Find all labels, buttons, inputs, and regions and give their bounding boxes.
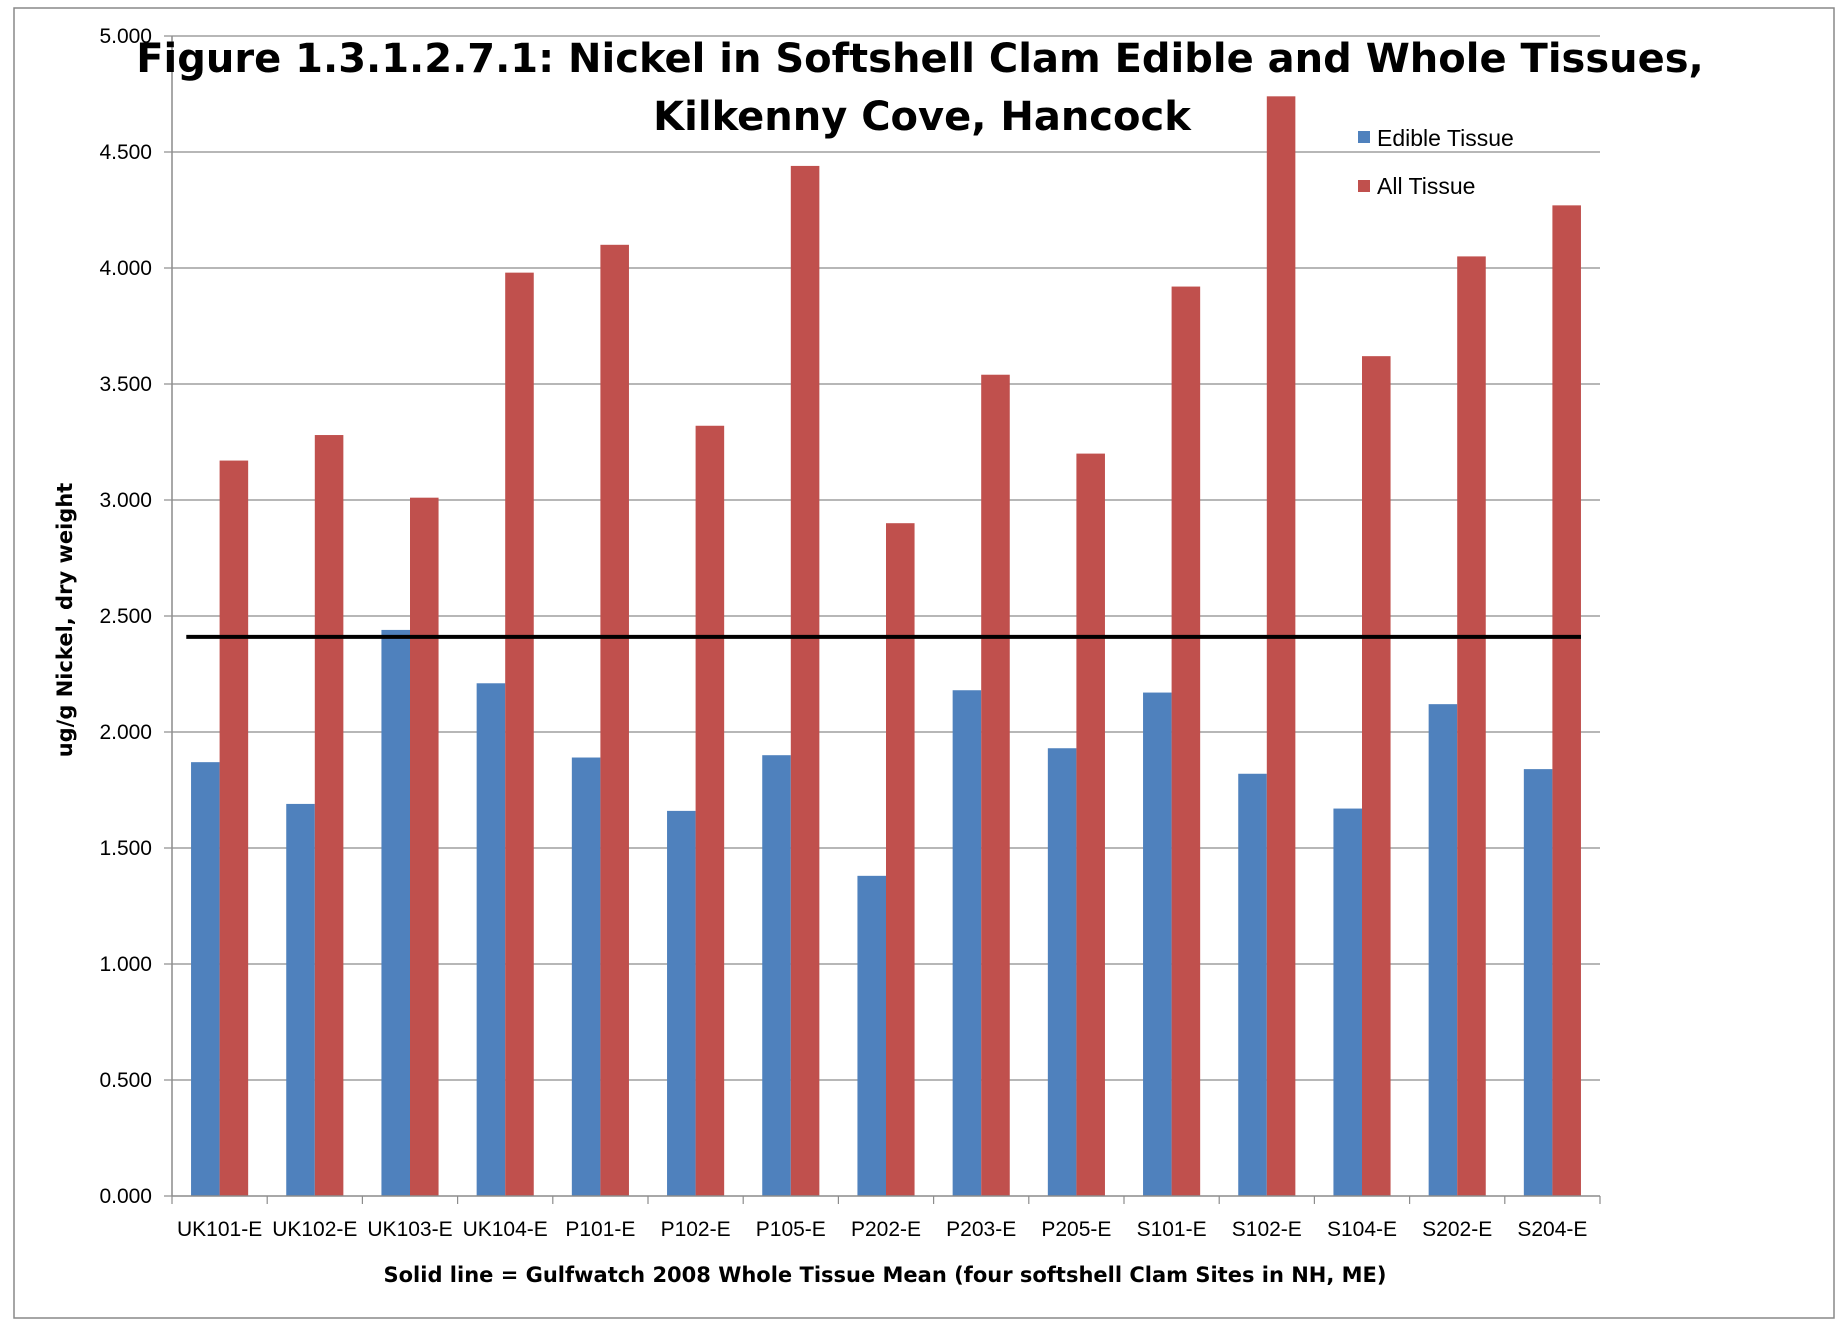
bar-all-tissue-uk104-e xyxy=(505,272,534,1196)
x-tick-label-p105-e: P105-E xyxy=(756,1218,826,1241)
x-tick-label-s204-e: S204-E xyxy=(1517,1218,1587,1241)
x-tick-label-uk102-e: UK102-E xyxy=(272,1218,357,1241)
bar-all-tissue-p105-e xyxy=(790,165,820,1196)
x-tick-label-p101-e: P101-E xyxy=(565,1218,635,1241)
bar-edible-tissue-p205-e xyxy=(1047,748,1077,1196)
bar-all-tissue-p102-e xyxy=(695,425,725,1196)
axes xyxy=(164,35,1601,1204)
legend-item-edible-tissue: Edible Tissue xyxy=(1358,125,1514,151)
y-tick-label-3: 1.500 xyxy=(99,837,152,860)
bar-all-tissue-p203-e xyxy=(981,374,1010,1197)
bar-edible-tissue-p101-e xyxy=(571,757,601,1196)
chart-title-line-2: Kilkenny Cove, Hancock xyxy=(653,94,1192,140)
bar-all-tissue-s102-e xyxy=(1266,96,1296,1197)
bar-all-tissue-uk102-e xyxy=(314,435,344,1196)
bar-all-tissue-uk103-e xyxy=(410,497,439,1196)
bar-edible-tissue-s102-e xyxy=(1238,773,1267,1196)
bar-edible-tissue-uk103-e xyxy=(381,629,410,1196)
legend-label-all-tissue: All Tissue xyxy=(1377,173,1475,199)
bar-edible-tissue-p102-e xyxy=(667,810,696,1196)
bar-edible-tissue-p105-e xyxy=(762,755,791,1196)
x-axis-title: Solid line = Gulfwatch 2008 Whole Tissue… xyxy=(384,1263,1387,1287)
y-tick-label-4: 2.000 xyxy=(99,721,152,744)
x-tick-labels: UK101-E UK102-E UK103-E UK104-E P101-E P102-E… xyxy=(177,1218,1587,1241)
bar-edible-tissue-s204-e xyxy=(1523,769,1553,1196)
bar-all-tissue-s101-e xyxy=(1171,286,1201,1196)
x-tick-label-p202-e: P202-E xyxy=(851,1218,921,1241)
x-tick-label-uk101-e: UK101-E xyxy=(177,1218,262,1241)
bar-all-tissue-s104-e xyxy=(1362,356,1391,1196)
legend-item-all-tissue: All Tissue xyxy=(1358,173,1475,199)
x-tick-label-p102-e: P102-E xyxy=(661,1218,731,1241)
y-tick-labels: 0.000 0.500 1.000 1.500 2.000 2.500 3.000 3.500… xyxy=(99,25,152,1208)
bar-all-tissue-s204-e xyxy=(1552,205,1581,1197)
chart-title-line-1: Figure 1.3.1.2.7.1: Nickel in Softshell … xyxy=(136,36,1704,82)
bar-edible-tissue-s202-e xyxy=(1428,704,1458,1196)
y-tick-label-5: 2.500 xyxy=(99,605,152,628)
bars xyxy=(191,96,1581,1197)
x-tick-label-s202-e: S202-E xyxy=(1422,1218,1492,1241)
bar-all-tissue-p101-e xyxy=(600,244,629,1197)
bar-edible-tissue-uk102-e xyxy=(286,803,315,1196)
y-tick-label-6: 3.000 xyxy=(99,489,152,512)
x-tick-label-uk104-e: UK104-E xyxy=(463,1218,548,1241)
bar-edible-tissue-s104-e xyxy=(1333,808,1362,1196)
bar-all-tissue-s202-e xyxy=(1457,256,1486,1196)
y-tick-label-7: 3.500 xyxy=(99,373,152,396)
y-tick-label-1: 0.500 xyxy=(99,1069,152,1092)
bar-edible-tissue-s101-e xyxy=(1143,692,1172,1196)
y-tick-label-0: 0.000 xyxy=(99,1185,152,1208)
x-tick-label-uk103-e: UK103-E xyxy=(367,1218,452,1241)
bar-edible-tissue-uk101-e xyxy=(191,762,220,1196)
legend: Edible Tissue All Tissue xyxy=(1358,125,1514,199)
y-axis-title: ug/g Nickel, dry weight xyxy=(53,483,77,758)
bar-all-tissue-p202-e xyxy=(886,523,915,1196)
bar-edible-tissue-p203-e xyxy=(952,690,982,1196)
x-tick-label-s102-e: S102-E xyxy=(1232,1218,1302,1241)
bar-edible-tissue-uk104-e xyxy=(476,683,506,1196)
legend-label-edible-tissue: Edible Tissue xyxy=(1377,125,1514,151)
x-tick-label-s101-e: S101-E xyxy=(1137,1218,1207,1241)
x-tick-label-p203-e: P203-E xyxy=(946,1218,1016,1241)
y-tick-label-2: 1.000 xyxy=(99,953,152,976)
bar-all-tissue-uk101-e xyxy=(219,460,249,1196)
legend-swatch-all-tissue xyxy=(1358,180,1370,192)
x-tick-label-s104-e: S104-E xyxy=(1327,1218,1397,1241)
y-tick-label-8: 4.000 xyxy=(99,257,152,280)
legend-swatch-edible-tissue xyxy=(1358,131,1370,143)
y-tick-label-9: 4.500 xyxy=(99,141,152,164)
bar-edible-tissue-p202-e xyxy=(857,875,886,1196)
y-tick-label-10: 5.000 xyxy=(99,25,152,48)
x-tick-label-p205-e: P205-E xyxy=(1041,1218,1111,1241)
bar-all-tissue-p205-e xyxy=(1076,453,1105,1197)
